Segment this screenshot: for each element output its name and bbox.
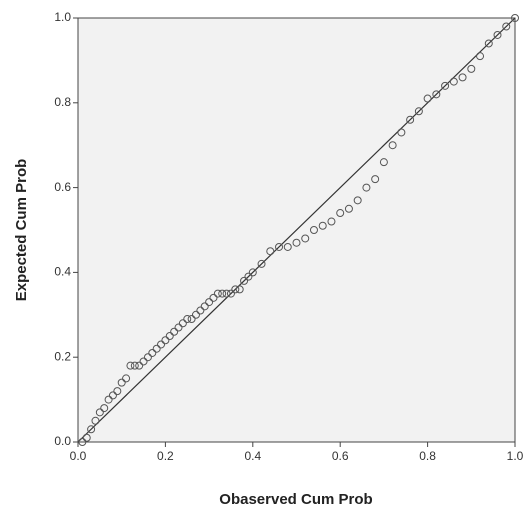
page: Obaserved Cum Prob Expected Cum Prob 0.0…	[0, 0, 523, 520]
y-tick-label: 0.8	[54, 95, 71, 109]
x-tick-label: 1.0	[507, 449, 523, 463]
x-tick-label: 0.8	[419, 449, 436, 463]
x-tick-label: 0.6	[332, 449, 349, 463]
y-axis-title: Expected Cum Prob	[13, 159, 30, 302]
y-tick-label: 0.0	[54, 434, 71, 448]
x-tick-label: 0.2	[157, 449, 174, 463]
y-tick-label: 0.4	[54, 265, 71, 279]
x-tick-label: 0.4	[244, 449, 261, 463]
x-tick-label: 0.0	[70, 449, 87, 463]
x-axis-title: Obaserved Cum Prob	[219, 491, 372, 508]
y-tick-label: 0.6	[54, 180, 71, 194]
chart: Obaserved Cum Prob Expected Cum Prob 0.0…	[0, 0, 523, 520]
y-tick-label: 1.0	[54, 10, 71, 24]
y-tick-label: 0.2	[54, 349, 71, 363]
